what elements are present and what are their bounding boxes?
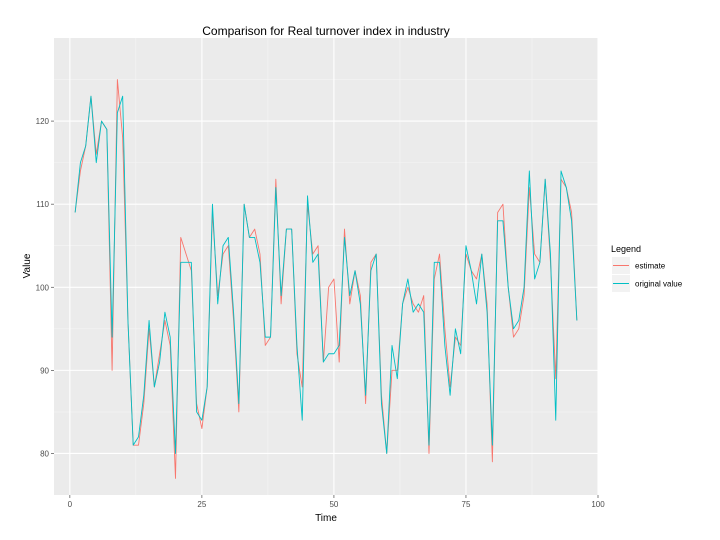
y-tick-label: 120 bbox=[36, 117, 50, 126]
legend: Legend estimate original value bbox=[611, 244, 683, 292]
x-tick-label: 75 bbox=[462, 500, 471, 509]
y-tick-label: 100 bbox=[36, 283, 50, 292]
series-layer bbox=[74, 79, 578, 479]
series-line-original-value bbox=[74, 95, 578, 454]
x-axis: 0 25 50 75 100 bbox=[68, 495, 605, 509]
y-tick-label: 90 bbox=[40, 366, 49, 375]
grid-major bbox=[54, 38, 599, 495]
legend-title: Legend bbox=[611, 244, 641, 254]
legend-label: original value bbox=[635, 280, 683, 289]
x-tick-label: 0 bbox=[68, 500, 73, 509]
x-tick-label: 25 bbox=[197, 500, 206, 509]
x-axis-label: Time bbox=[315, 513, 337, 524]
y-axis-label: Value bbox=[22, 253, 33, 278]
legend-item-estimate: estimate bbox=[612, 257, 666, 274]
x-tick-label: 50 bbox=[329, 500, 338, 509]
y-axis: 80 90 100 110 120 bbox=[36, 117, 54, 458]
legend-item-original-value: original value bbox=[612, 275, 683, 292]
legend-label: estimate bbox=[635, 262, 666, 271]
chart-title: Comparison for Real turnover index in in… bbox=[202, 24, 449, 38]
y-tick-label: 80 bbox=[40, 449, 49, 458]
y-tick-label: 110 bbox=[36, 200, 49, 209]
x-tick-label: 100 bbox=[591, 500, 605, 509]
